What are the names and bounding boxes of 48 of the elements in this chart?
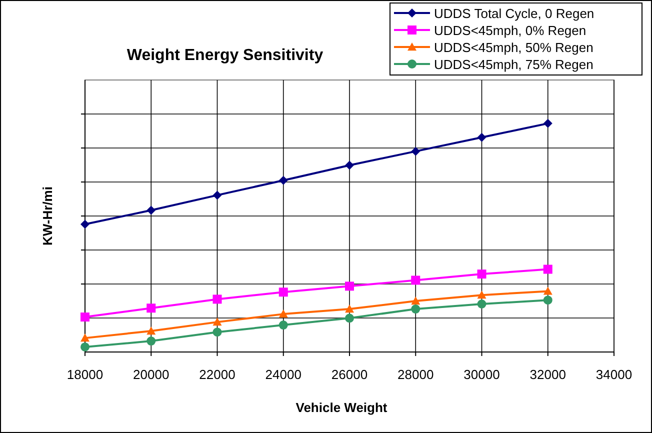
point — [278, 176, 288, 185]
point — [278, 288, 288, 297]
point — [345, 282, 354, 291]
point — [146, 304, 156, 313]
point — [543, 118, 552, 128]
point — [80, 220, 90, 229]
point — [345, 160, 354, 170]
point — [411, 146, 420, 156]
point — [411, 296, 420, 305]
point — [543, 264, 552, 274]
x-tick-label: 28000 — [398, 367, 434, 382]
x-tick-label: 26000 — [331, 367, 368, 382]
point — [146, 336, 156, 346]
point — [146, 206, 156, 215]
point — [345, 314, 354, 323]
point — [212, 294, 222, 304]
x-tick-label: 18000 — [66, 367, 104, 382]
point — [477, 132, 486, 142]
point — [477, 270, 486, 279]
legend-label: UDDS<45mph, 75% Regen — [434, 57, 594, 72]
point — [212, 318, 222, 326]
point — [80, 334, 90, 342]
point — [477, 290, 486, 299]
point — [212, 190, 222, 200]
point — [543, 286, 552, 295]
point — [146, 326, 156, 335]
x-tick-label: 30000 — [464, 367, 500, 382]
point — [278, 310, 288, 318]
legend-label: UDDS Total Cycle, 0 Regen — [434, 6, 594, 21]
legend-label: UDDS<45mph, 50% Regen — [434, 40, 594, 55]
point — [278, 320, 288, 330]
point — [543, 296, 552, 305]
x-axis-title: Vehicle Weight — [296, 400, 388, 415]
point — [80, 342, 90, 352]
point — [411, 304, 420, 314]
x-tick-label: 34000 — [596, 367, 632, 382]
point — [477, 300, 486, 308]
x-tick-label: 22000 — [199, 367, 236, 382]
x-tick-label: 32000 — [530, 367, 566, 382]
point — [80, 312, 90, 322]
chart-title: Weight Energy Sensitivity — [126, 47, 324, 64]
point — [345, 304, 354, 313]
point — [212, 328, 222, 337]
x-tick-label: 24000 — [265, 367, 302, 382]
x-tick-label: 20000 — [133, 367, 170, 382]
y-axis-title: KW-Hr/mi — [40, 186, 55, 246]
legend-label: UDDS<45mph, 0% Regen — [434, 23, 586, 38]
point — [411, 276, 420, 285]
